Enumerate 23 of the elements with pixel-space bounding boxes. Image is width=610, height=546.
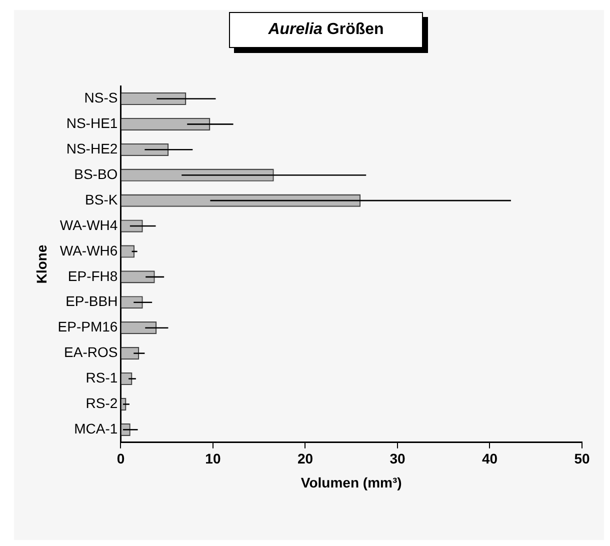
x-tick-label: 20 <box>297 450 314 467</box>
x-tick-label: 0 <box>116 450 125 467</box>
chart-title: Aurelia Größen <box>229 12 423 48</box>
x-tick-label: 40 <box>482 450 498 467</box>
y-tick-label: EP-FH8 <box>68 268 118 284</box>
y-tick-label: BS-K <box>85 191 118 208</box>
y-tick-label: WA-WH6 <box>60 242 118 258</box>
x-tick-label: 10 <box>205 450 221 467</box>
x-tick-label: 30 <box>390 450 406 467</box>
y-axis-title: Klone <box>33 244 50 284</box>
y-tick-label: EA-ROS <box>64 344 118 360</box>
x-tick-label: 50 <box>574 450 590 467</box>
y-tick-label: EP-BBH <box>66 293 118 310</box>
y-tick-label: NS-HE1 <box>66 115 118 132</box>
y-tick-label: EP-PM16 <box>58 318 118 335</box>
y-tick-label: BS-BO <box>74 166 118 182</box>
x-axis-title: Volumen (mm³) <box>300 474 402 490</box>
y-tick-label: MCA-1 <box>74 420 118 437</box>
y-tick-label: NS-HE2 <box>66 140 118 156</box>
y-tick-label: RS-1 <box>86 370 118 386</box>
y-tick-label: RS-2 <box>86 395 118 412</box>
y-tick-label: WA-WH4 <box>60 216 118 233</box>
y-tick-label: NS-S <box>84 90 118 106</box>
